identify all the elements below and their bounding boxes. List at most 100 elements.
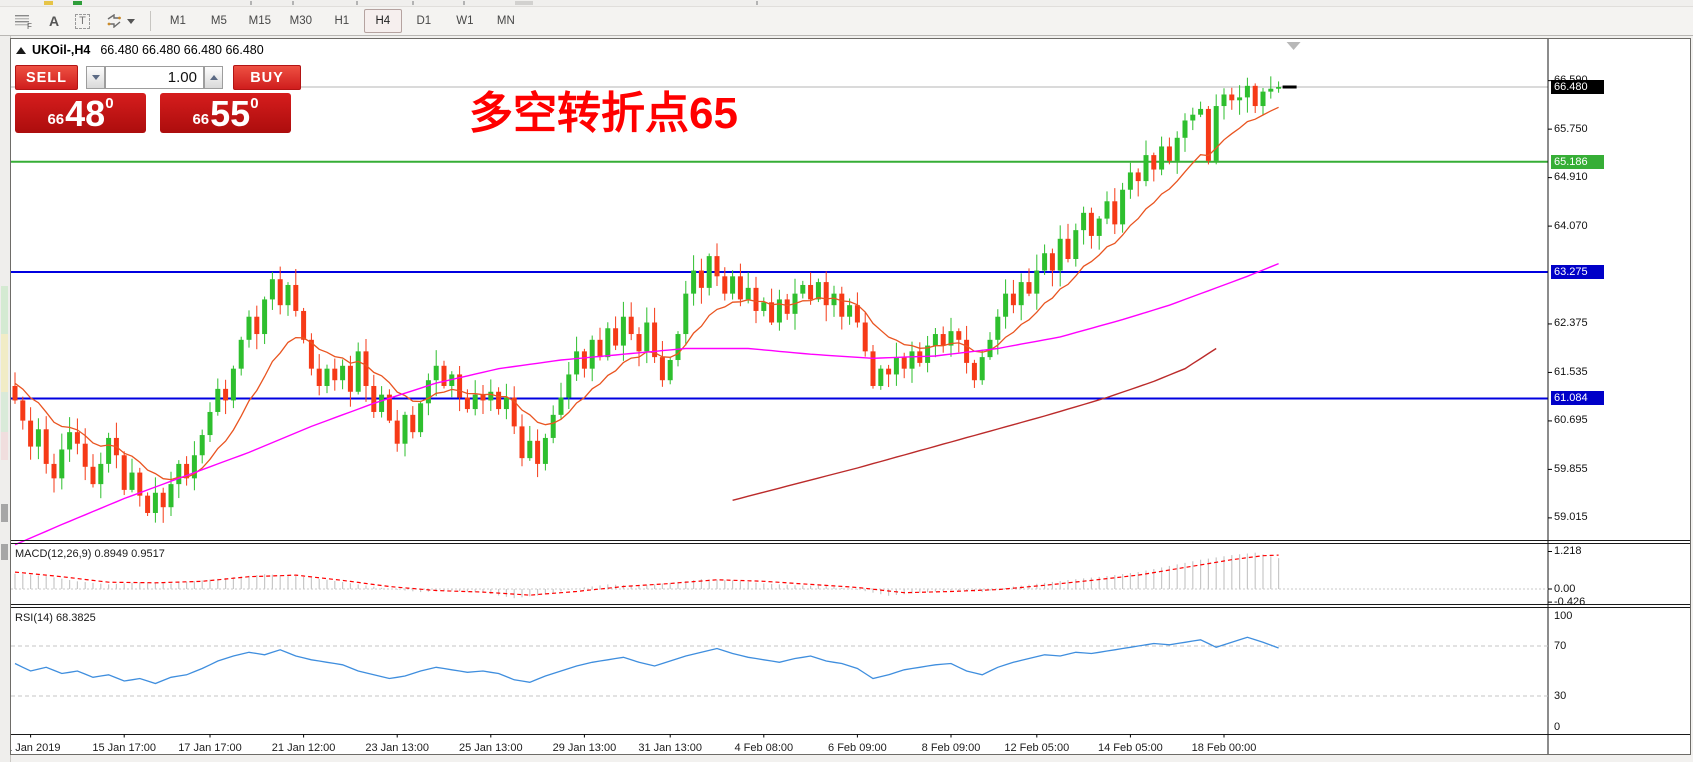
candle-body: [675, 334, 681, 361]
candle-body: [1268, 88, 1274, 92]
buy-price-main: 55: [210, 93, 251, 134]
toolbar-fragment: [73, 1, 82, 5]
toolbar-fragment: [292, 1, 294, 5]
timeframe-button-m15[interactable]: M15: [248, 15, 272, 27]
candle-body: [698, 270, 704, 288]
candle-body: [90, 466, 96, 485]
candle-body: [433, 365, 439, 381]
candle-body: [815, 282, 821, 300]
candle-body: [886, 368, 892, 375]
candle-body: [137, 472, 143, 496]
candle-body: [418, 403, 424, 433]
candle-body: [386, 394, 392, 421]
candle-body: [659, 357, 665, 381]
svg-text:F: F: [27, 22, 32, 29]
timeframe-button-w1[interactable]: W1: [456, 15, 474, 27]
candle-body: [628, 316, 634, 335]
candle-body: [932, 334, 938, 346]
candle-body: [1057, 238, 1063, 271]
object-cycle-button[interactable]: [99, 9, 142, 34]
candle-body: [269, 279, 275, 300]
toolbar-fragment: [515, 1, 533, 5]
candle-body: [277, 279, 283, 306]
volume-increase-button[interactable]: [204, 66, 223, 89]
slow-ma-line: [732, 347, 1217, 501]
toolbar-fragment: [756, 1, 758, 5]
candle-body: [589, 339, 595, 369]
rsi-line: [14, 636, 1279, 685]
one-click-trade-panel: SELL BUY 66 48 0 66 55 0: [15, 63, 301, 135]
text-label-tool-button[interactable]: T: [68, 9, 97, 34]
candle-body: [1276, 87, 1282, 89]
timeframe-button-h4[interactable]: H4: [363, 9, 402, 33]
candle-body: [1010, 293, 1016, 306]
candle-body: [1081, 212, 1087, 231]
timeframe-button-mn[interactable]: MN: [496, 15, 515, 27]
candle-body: [605, 328, 611, 358]
candle-body: [98, 463, 104, 485]
candle-body: [878, 368, 884, 386]
candle-body: [20, 400, 26, 421]
candle-body: [1049, 253, 1055, 271]
candle-body: [1237, 97, 1243, 101]
candle-body: [691, 270, 697, 294]
left-strip-segment: [1, 334, 8, 392]
candle-body: [714, 256, 720, 277]
buy-button[interactable]: BUY: [233, 65, 301, 90]
candle-body: [199, 435, 205, 456]
timeframe-button-m5[interactable]: M5: [210, 15, 227, 27]
sell-button[interactable]: SELL: [15, 65, 78, 90]
candle-body: [410, 414, 416, 433]
volume-decrease-button[interactable]: [86, 66, 105, 89]
timeframe-button-d1[interactable]: D1: [416, 15, 432, 27]
ohlc-values: 66.480 66.480 66.480 66.480: [100, 43, 264, 57]
fast-ma-line: [14, 106, 1279, 481]
candle-body: [620, 316, 626, 346]
candle-body: [1166, 146, 1172, 161]
candle-body: [176, 463, 182, 485]
sell-price-display[interactable]: 66 48 0: [15, 93, 146, 133]
buy-price-display[interactable]: 66 55 0: [160, 93, 291, 133]
volume-input[interactable]: [105, 66, 204, 89]
toolbar-fragment: [412, 1, 414, 5]
symbol-marker-icon: [16, 46, 26, 54]
candle-body: [1182, 120, 1188, 138]
font-tool-button[interactable]: A: [42, 9, 66, 34]
candle-body: [238, 339, 244, 369]
toolbar-fragment: [463, 1, 465, 5]
candle-body: [184, 463, 190, 479]
candle-body: [51, 463, 57, 479]
candle-body: [683, 293, 689, 335]
toolbar-fragment: [250, 1, 252, 5]
timeframe-button-h1[interactable]: H1: [334, 15, 350, 27]
candle-body: [550, 414, 556, 438]
candle-body: [1159, 146, 1165, 170]
candle-body: [542, 437, 548, 464]
indicator-list-button[interactable]: F: [8, 9, 40, 34]
candle-body: [948, 331, 954, 346]
candle-body: [847, 305, 853, 317]
candle-body: [831, 293, 837, 306]
candle-body: [1127, 172, 1133, 190]
timeframe-button-m30[interactable]: M30: [289, 15, 313, 27]
candle-body: [340, 365, 346, 381]
toolbar-fragment: [44, 1, 53, 5]
candle-body: [956, 331, 962, 340]
timeframe-button-m1[interactable]: M1: [169, 15, 186, 27]
triangle-up-icon: [209, 75, 218, 80]
candle-body: [1026, 282, 1032, 294]
candle-body: [1229, 94, 1235, 101]
candle-body: [106, 437, 112, 464]
macd-signal-line: [14, 554, 1279, 596]
candle-body: [254, 316, 260, 335]
buy-price-prefix: 66: [192, 111, 210, 128]
candlestick-chart-canvas[interactable]: [11, 39, 1690, 754]
candle-body: [480, 394, 486, 401]
candle-body: [82, 443, 88, 467]
candle-body: [776, 299, 782, 323]
candle-body: [35, 429, 41, 447]
candle-body: [316, 368, 322, 386]
candle-body: [1018, 282, 1024, 306]
left-strip-segment: [1, 504, 8, 522]
sell-price-main: 48: [65, 93, 106, 134]
